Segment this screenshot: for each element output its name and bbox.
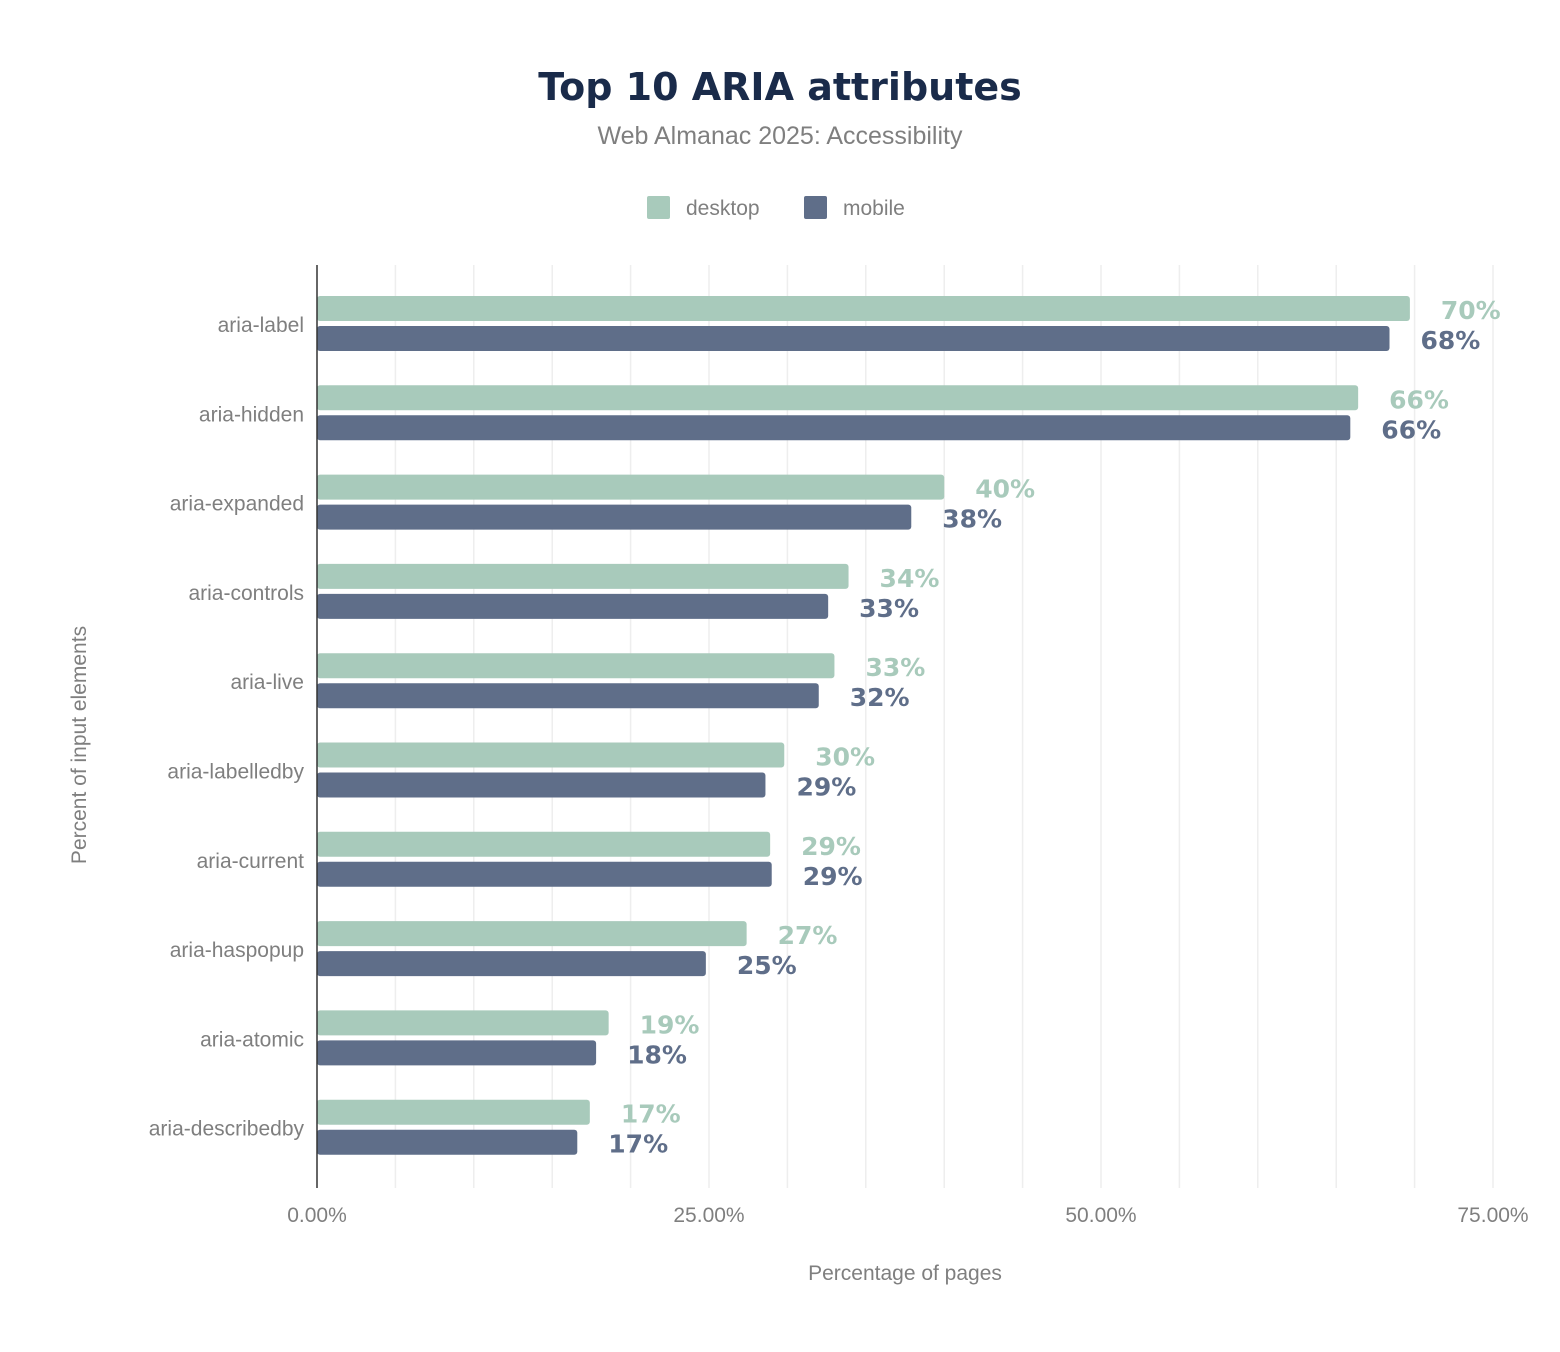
category-label: aria-describedby [149,1118,305,1141]
bar-mobile [317,1040,597,1066]
x-axis-title: Percentage of pages [808,1262,1002,1285]
bar-mobile [317,593,829,619]
bar-desktop [317,653,835,679]
category-label: aria-atomic [200,1028,304,1051]
data-label-mobile: 17% [608,1130,668,1159]
x-ticks: 0.00% 25.00% 50.00% 75.00% [287,1204,1528,1227]
category-label: aria-controls [188,582,304,605]
data-label-desktop: 30% [815,743,875,772]
bar-desktop [317,296,1410,321]
data-label-mobile: 18% [627,1040,687,1069]
category-label: aria-current [197,850,305,873]
data-label-mobile: 66% [1381,415,1441,444]
bar-desktop [317,563,849,589]
data-label-desktop: 70% [1441,296,1501,325]
bar-mobile [317,326,1390,351]
data-label-mobile: 33% [859,594,919,623]
data-label-desktop: 27% [778,921,838,950]
data-label-desktop: 40% [975,475,1035,504]
bar-desktop [317,1099,590,1125]
x-tick-label: 25.00% [673,1204,744,1227]
category-labels: aria-label aria-hidden aria-expanded aria-c… [149,314,305,1141]
x-tick-label: 0.00% [287,1204,347,1227]
data-label-mobile: 29% [803,862,863,891]
legend-label-mobile: mobile [843,197,905,220]
data-label-desktop: 66% [1389,385,1449,414]
bars: 70%68%66%66%40%38%34%33%33%32%30%29%29%2… [317,296,1501,1159]
bar-mobile [317,415,1351,441]
x-tick-label: 75.00% [1457,1204,1528,1227]
bar-desktop [317,1010,609,1036]
data-label-mobile: 29% [796,773,856,802]
legend-label-desktop: desktop [686,197,760,220]
category-label: aria-labelledby [167,761,304,784]
y-axis-title: Percent of input elements [68,626,91,864]
data-label-mobile: 68% [1421,326,1481,355]
category-label: aria-haspopup [170,939,304,962]
bar-desktop [317,831,771,857]
bar-mobile [317,951,706,977]
bar-desktop [317,742,785,768]
legend-swatch-mobile [804,196,827,219]
bar-mobile [317,504,912,530]
bar-mobile [317,772,766,798]
data-label-desktop: 29% [801,832,861,861]
bar-desktop [317,385,1359,411]
category-label: aria-expanded [170,493,304,516]
category-label: aria-live [230,671,304,694]
bar-desktop [317,921,747,947]
data-label-desktop: 19% [640,1010,700,1039]
data-label-desktop: 33% [865,653,925,682]
chart-title: Top 10 ARIA attributes [538,65,1022,109]
bar-mobile [317,861,772,887]
data-label-mobile: 25% [737,951,797,980]
data-label-mobile: 38% [942,505,1002,534]
data-label-mobile: 32% [850,683,910,712]
bar-desktop [317,474,945,500]
category-label: aria-hidden [199,403,304,426]
data-label-desktop: 17% [621,1100,681,1129]
category-label: aria-label [218,314,304,337]
chart-subtitle: Web Almanac 2025: Accessibility [597,122,963,150]
x-tick-label: 50.00% [1065,1204,1136,1227]
bar-mobile [317,1129,578,1155]
data-label-desktop: 34% [880,564,940,593]
bar-mobile [317,683,819,709]
legend: desktop mobile [647,196,905,220]
legend-swatch-desktop [647,196,670,219]
